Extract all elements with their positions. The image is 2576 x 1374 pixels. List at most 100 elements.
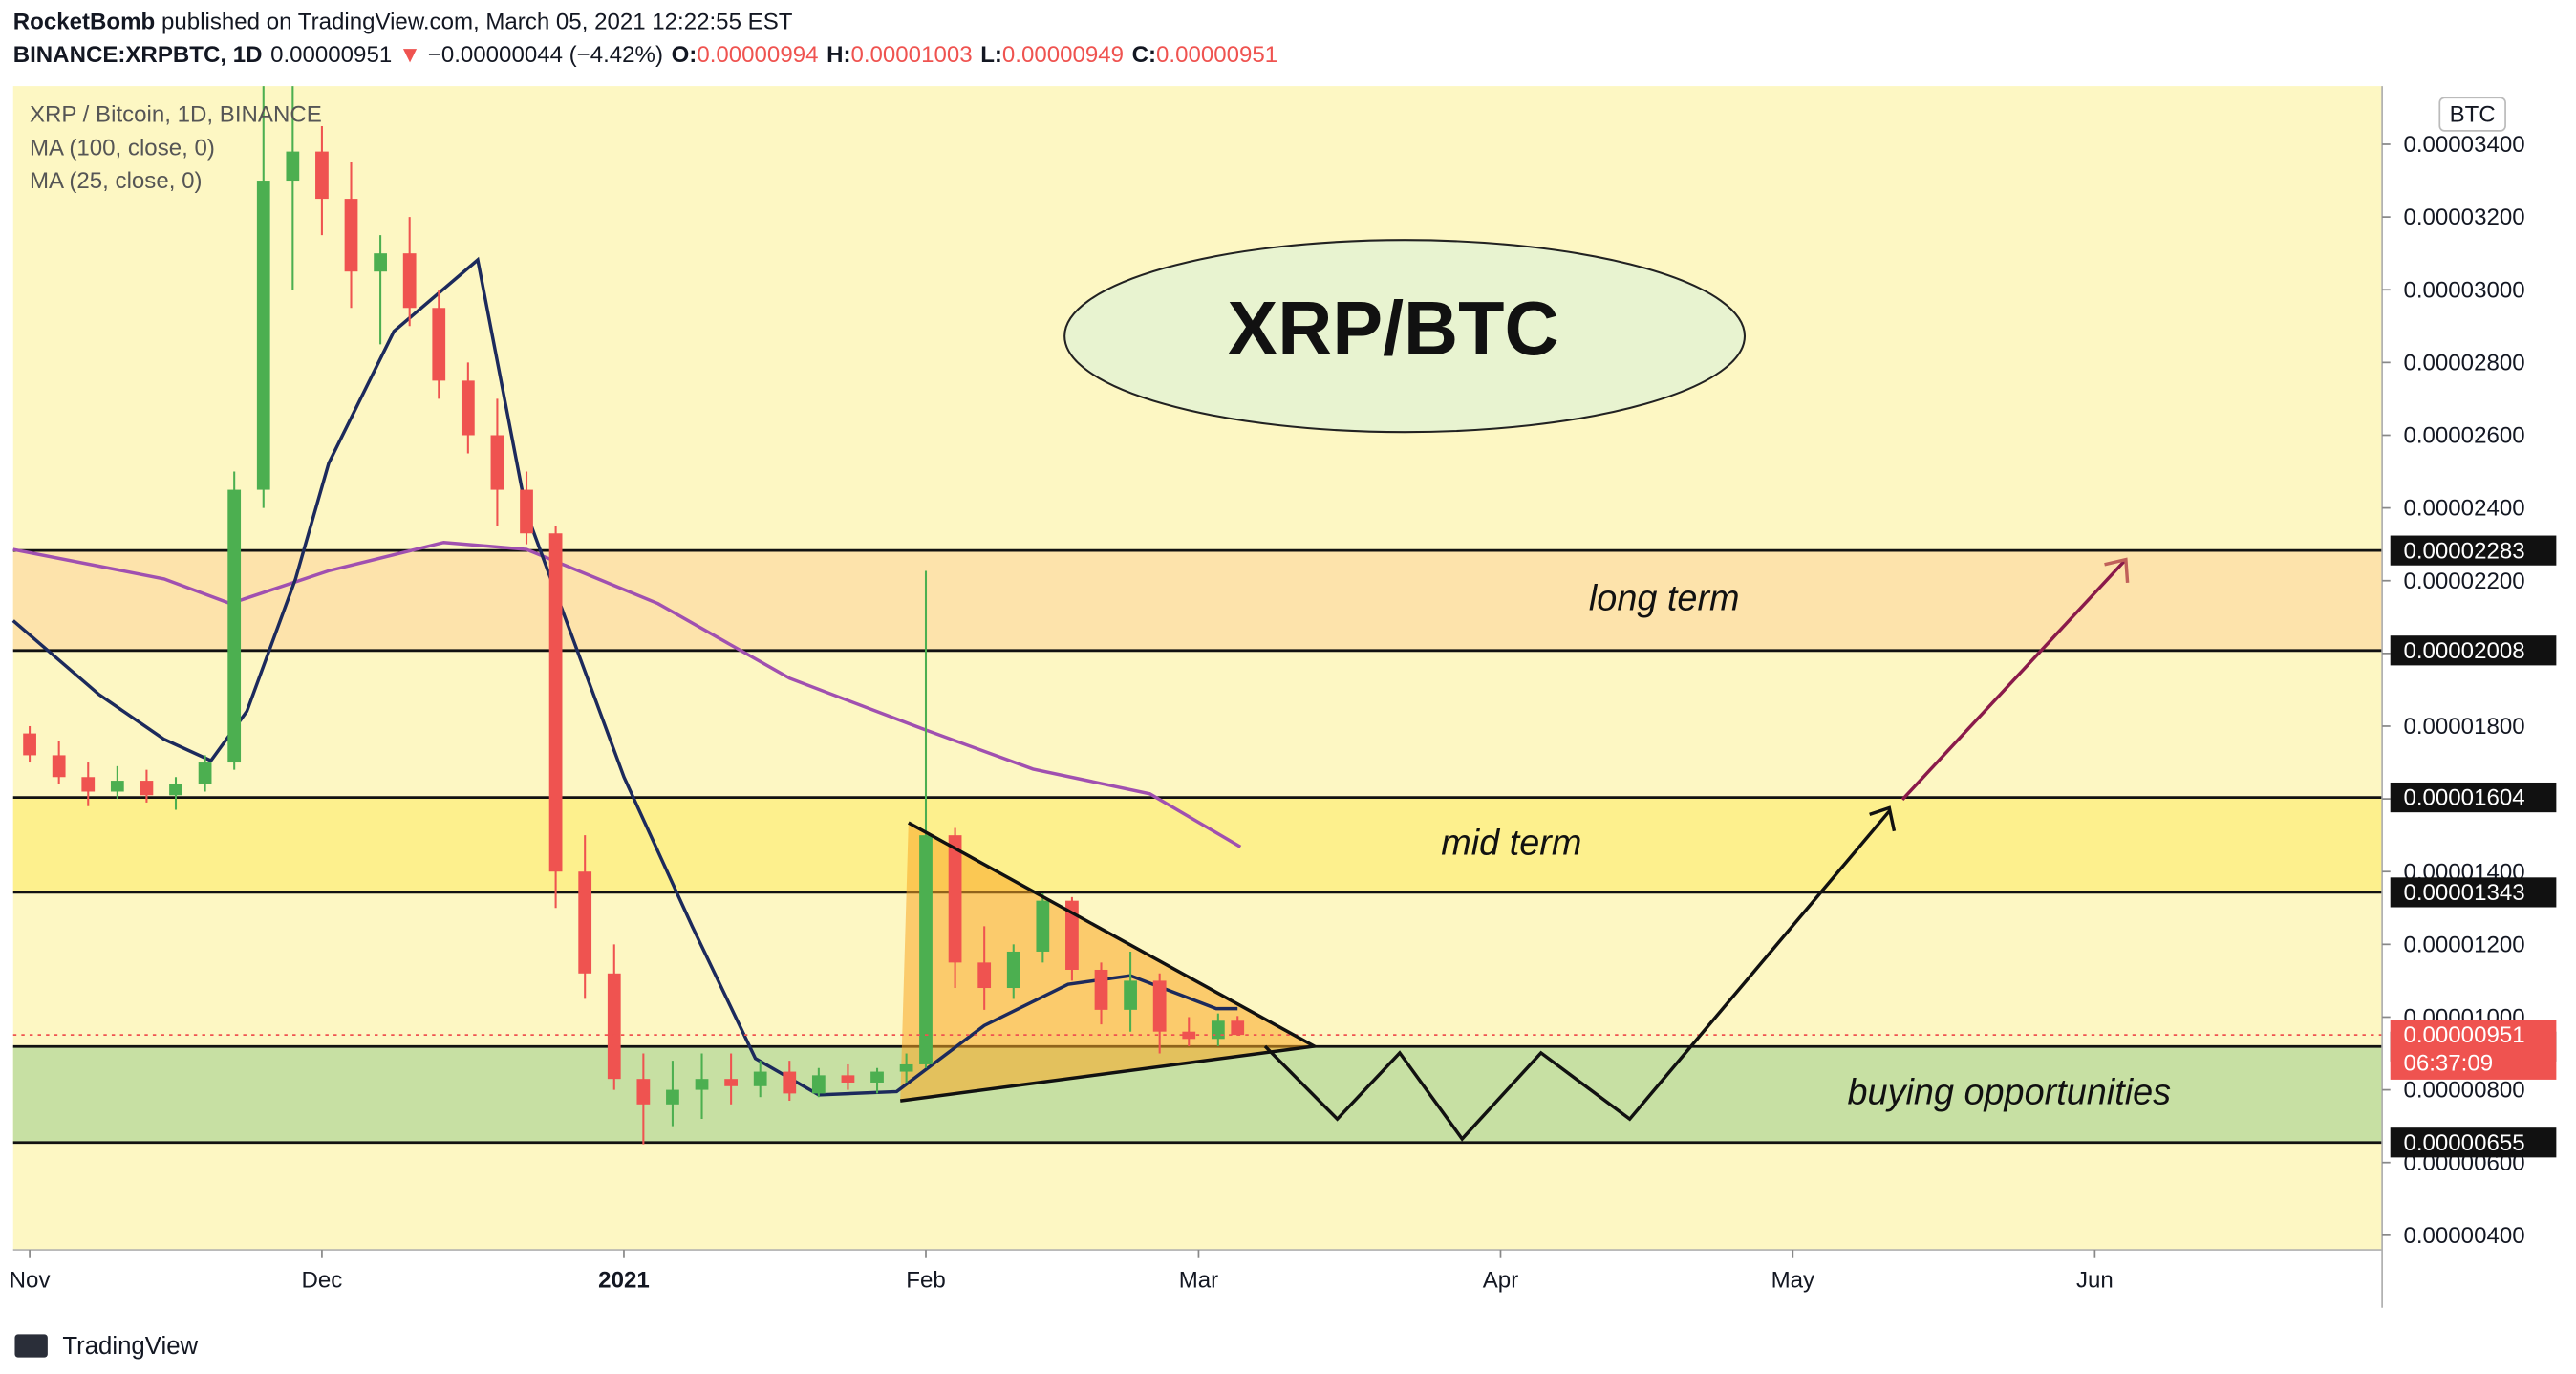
current-price-badge [2390, 1020, 2557, 1080]
candle-body [1006, 951, 1020, 989]
candle-body [1152, 980, 1167, 1032]
price-axis-background [2382, 86, 2576, 1308]
candle-body [256, 181, 270, 490]
axes: 0.000004000.000006000.000008000.00001000… [10, 132, 2525, 1293]
footer: TradingView [14, 1333, 198, 1360]
candle-body [811, 1075, 826, 1094]
annotations: XRP/BTC long term mid term buying opportun… [900, 239, 2171, 1142]
candle-body [1094, 969, 1108, 1010]
ohlc-value: 0.00000951 [1156, 42, 1277, 68]
candle-body [344, 199, 358, 272]
x-tick-label: 2021 [598, 1267, 650, 1293]
y-tick-label: 0.00000800 [2403, 1078, 2524, 1104]
y-tick-label: 0.00002600 [2403, 423, 2524, 449]
ohlc: O:0.00000994 H:0.00001003 L:0.00000949 C:0.… [672, 42, 1278, 68]
candle-body [198, 762, 212, 784]
ohlc-key: L: [980, 42, 1002, 68]
level-label: 0.00000655 [2403, 1130, 2524, 1156]
last-price: 0.00000951 [270, 42, 392, 68]
y-tick-label: 0.00003000 [2403, 277, 2524, 303]
series-legend: MA (25, close, 0) [30, 168, 203, 194]
candle-body [490, 435, 504, 490]
logo [14, 1334, 48, 1358]
candle-body [1231, 1020, 1245, 1036]
candle-body [461, 380, 475, 436]
candle-body [607, 973, 621, 1080]
candle-body [1124, 980, 1137, 1010]
candle-body [23, 733, 36, 756]
level-badge [2390, 635, 2557, 666]
y-tick-label: 0.00000400 [2403, 1223, 2524, 1249]
level-label: 0.00001604 [2403, 785, 2524, 811]
ma-line [11, 256, 1238, 1097]
y-tick-label: 0.00002400 [2403, 496, 2524, 522]
candle-body [841, 1075, 855, 1083]
candle-body [81, 777, 96, 792]
triangle-outline [900, 821, 1320, 1103]
ohlc-key: H: [826, 42, 850, 68]
x-tick-label: Feb [906, 1267, 945, 1293]
candle-body [695, 1079, 709, 1090]
countdown-label: 06:37:09 [2403, 1051, 2493, 1077]
target-arrow [1900, 558, 2128, 801]
level-badge [2390, 877, 2557, 908]
chart-title: XRP/BTC [1228, 286, 1559, 371]
level-badge [2390, 782, 2557, 813]
ohlc-key: C: [1132, 42, 1156, 68]
y-tick-label: 0.00001800 [2403, 714, 2524, 740]
header-line-2: BINANCE:XRPBTC, 1D 0.00000951 ▼ −0.00000044… [13, 42, 1277, 68]
y-tick-label: 0.00002200 [2403, 569, 2524, 594]
candle-body [1211, 1020, 1225, 1040]
legend: XRP / Bitcoin, 1D, BINANCE MA (100, clos… [30, 102, 322, 194]
candle-body [52, 755, 66, 778]
header-line-1: RocketBomb published on TradingView.com, … [13, 10, 793, 35]
candle-body [977, 962, 992, 989]
candle-body [666, 1089, 679, 1105]
published: published on TradingView.com, March 05, … [161, 10, 793, 35]
change: −0.00000044 (−4.42%) [428, 42, 663, 68]
x-tick-label: Apr [1483, 1267, 1518, 1293]
unit-box [2438, 97, 2506, 132]
y-tick-label: 0.00003400 [2403, 132, 2524, 158]
plot [11, 86, 2383, 1145]
candle-body [140, 781, 154, 796]
x-tick-label: May [1771, 1267, 1815, 1293]
candle-body [783, 1071, 797, 1094]
ohlc-value: 0.00001003 [850, 42, 972, 68]
x-tick-label: Jun [2076, 1267, 2114, 1293]
x-tick-label: Mar [1179, 1267, 1218, 1293]
candle-body [110, 781, 124, 792]
candle-body [919, 835, 933, 1064]
zones [12, 548, 2383, 1145]
candle-body [899, 1063, 913, 1072]
zone-label: long term [1589, 578, 1740, 618]
ohlc-value: 0.00000994 [697, 42, 818, 68]
candle-body [578, 871, 592, 974]
y-tick-label: 0.00003200 [2403, 204, 2524, 230]
candle-body [286, 151, 300, 182]
level-label: 0.00002008 [2403, 638, 2524, 664]
candle-body [1036, 900, 1050, 952]
candle-body [636, 1079, 651, 1105]
candle-body [520, 489, 533, 534]
ohlc-key: O: [672, 42, 698, 68]
candle-body [948, 835, 962, 963]
time-axis-background [0, 1250, 2383, 1308]
level-badge [2390, 1127, 2557, 1158]
y-tick-label: 0.00002800 [2403, 350, 2524, 376]
series-legend: MA (100, close, 0) [30, 135, 215, 161]
symbol: BINANCE:XRPBTC, 1D [13, 42, 263, 68]
ma-line [12, 541, 1242, 848]
annotations-under [900, 823, 1315, 1102]
candle-body [753, 1071, 767, 1086]
candle-body [374, 253, 387, 272]
level-label: 0.00001343 [2403, 880, 2524, 906]
y-tick-label: 0.00001200 [2403, 932, 2524, 957]
price-badges: 0.00002008 0.00002283 0.00001343 0.00001604… [2390, 535, 2557, 1158]
candle-body [548, 533, 563, 872]
candle-body [870, 1071, 884, 1083]
arrow-head [1869, 805, 1897, 832]
symbol-legend: XRP / Bitcoin, 1D, BINANCE [30, 102, 322, 128]
